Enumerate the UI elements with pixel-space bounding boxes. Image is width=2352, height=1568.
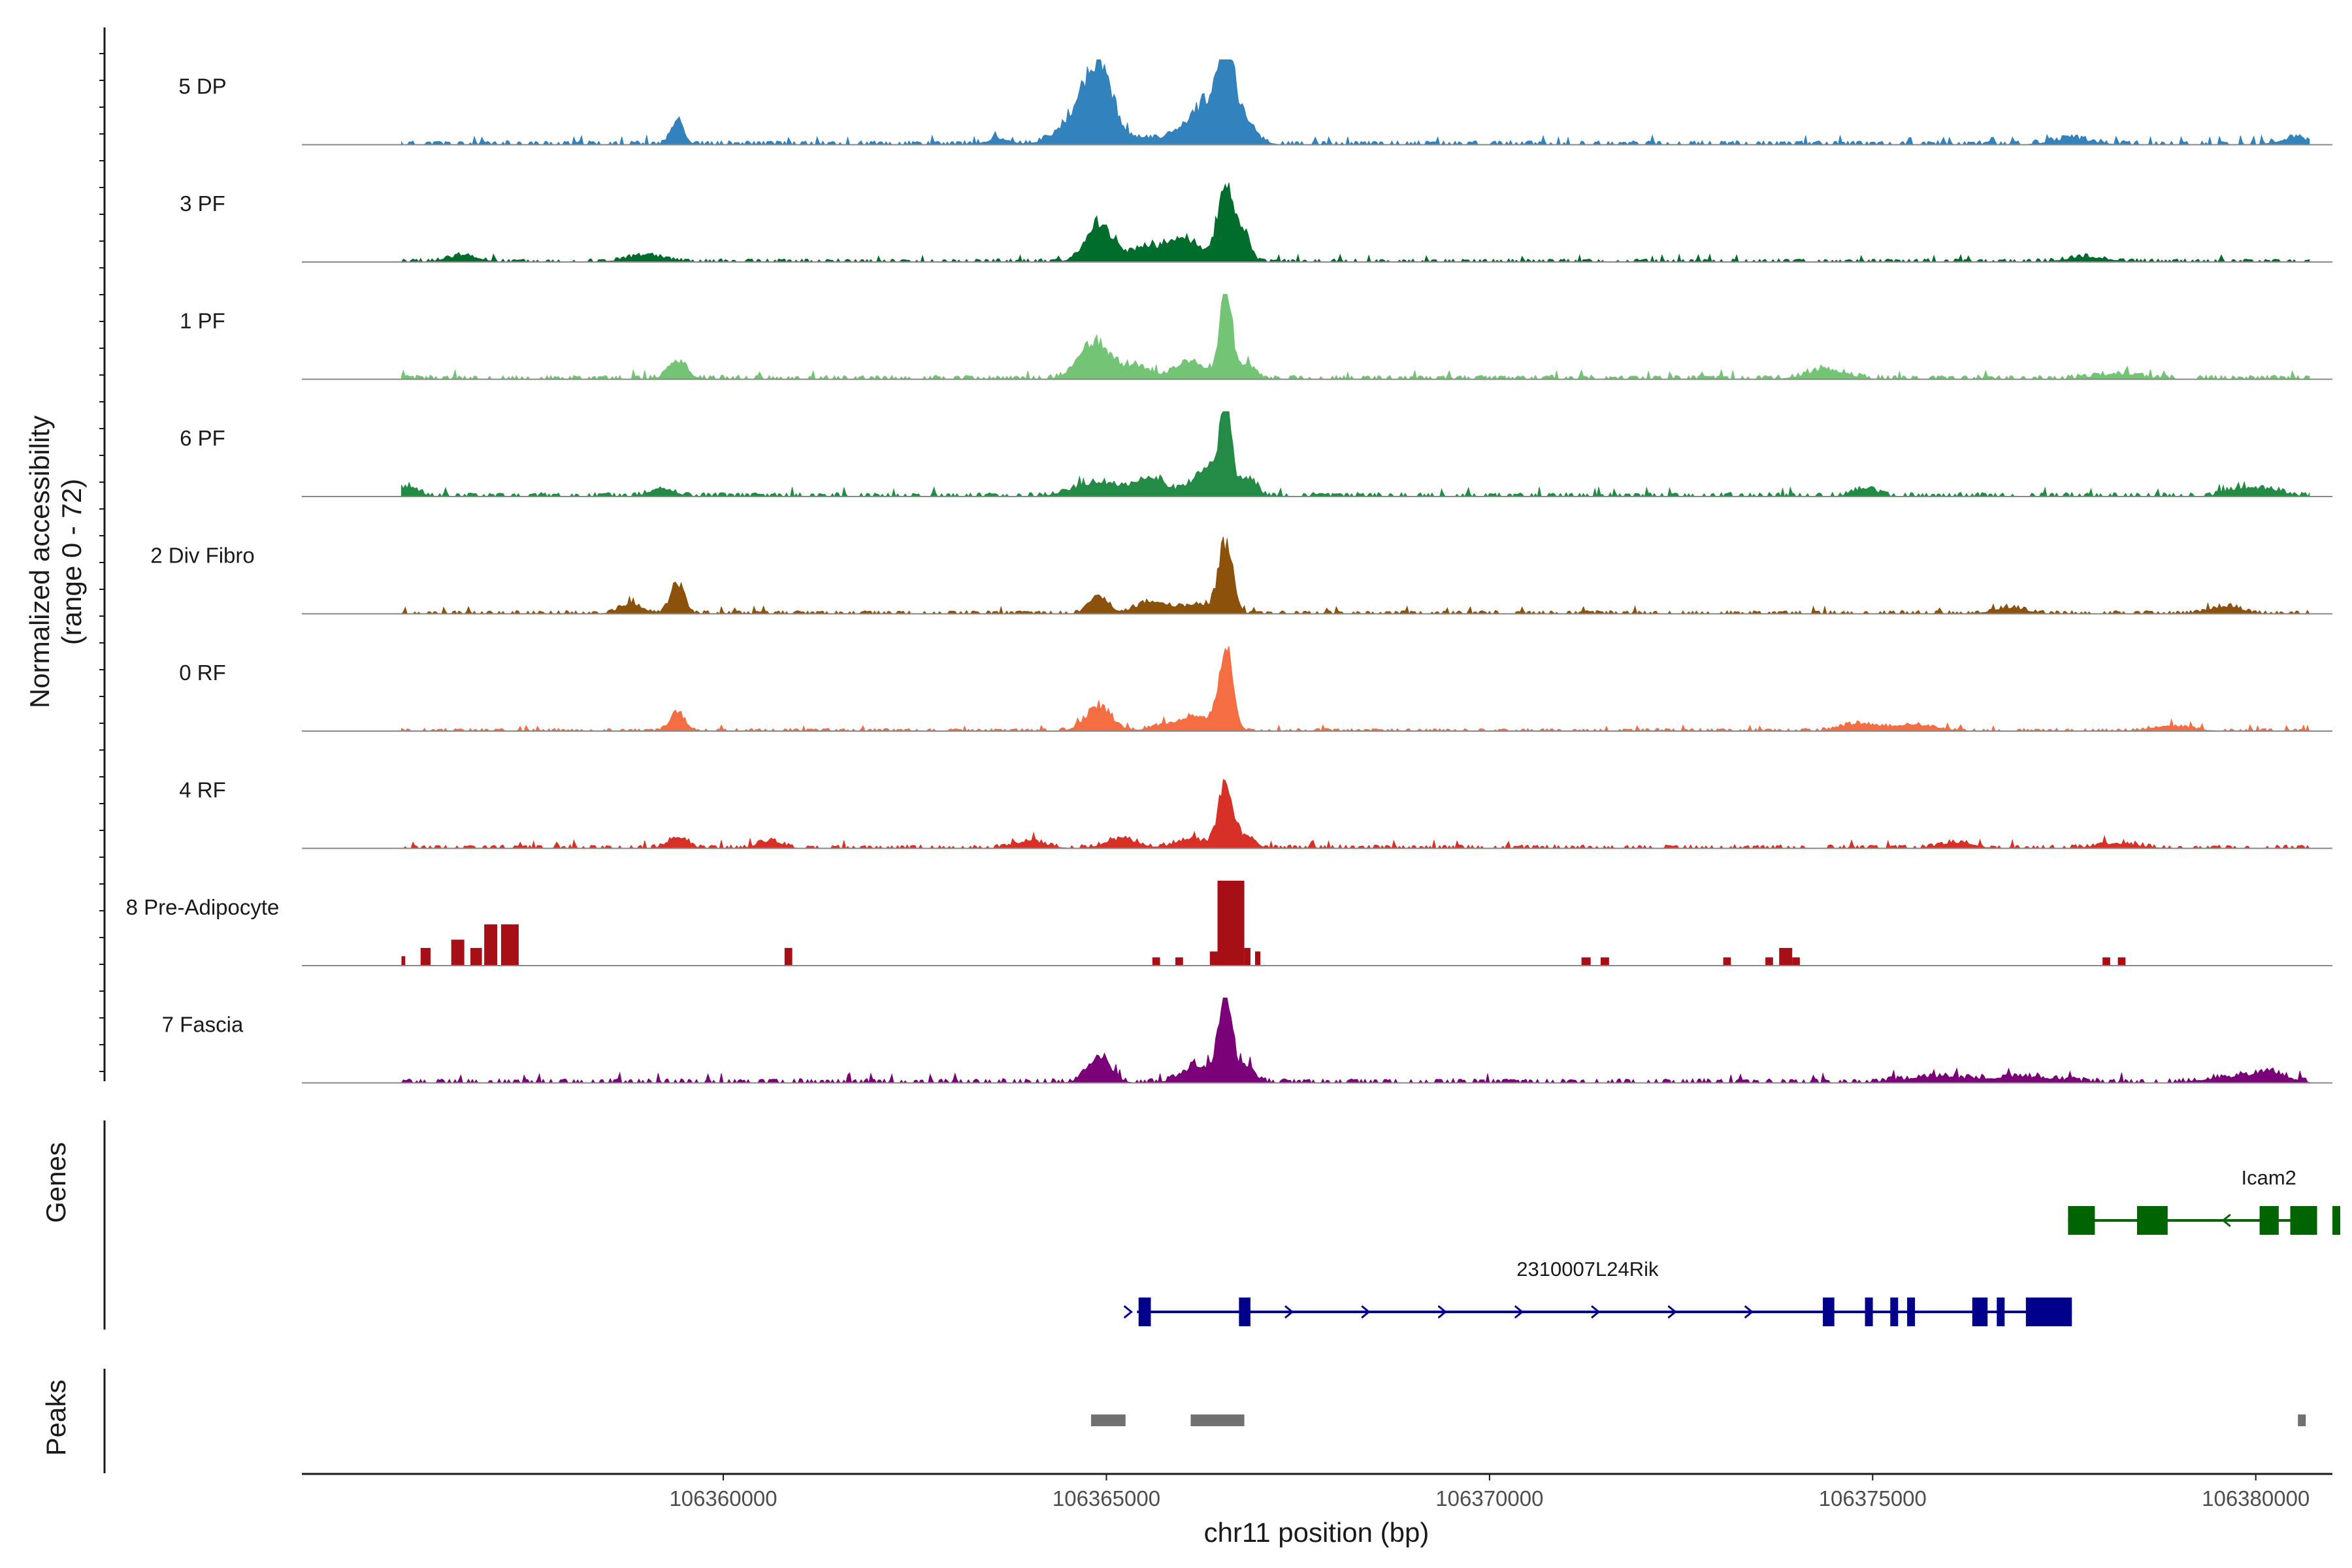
track-label: 3 PF <box>180 191 225 216</box>
coverage-block <box>2102 957 2110 966</box>
gene-exon <box>1907 1298 1916 1326</box>
strand-arrow <box>1744 1305 1754 1319</box>
track-1-pf: 1 PF <box>180 294 2332 381</box>
strand-arrow <box>1591 1305 1601 1319</box>
gene-exon <box>2304 1206 2312 1235</box>
coverage-area <box>401 536 2310 615</box>
coverage-block <box>1779 947 1793 966</box>
track-5-dp: 5 DP <box>178 59 2332 146</box>
track-label: 6 PF <box>180 426 225 450</box>
gene-2310007l24rik: 2310007L24Rik <box>1123 1258 2072 1326</box>
y-axis <box>99 27 106 1473</box>
y-axis-title: Normalized accessibility <box>24 416 55 708</box>
gene-label: 2310007L24Rik <box>1516 1258 1659 1281</box>
strand-arrow <box>1667 1305 1677 1319</box>
coverage-block <box>1723 957 1731 966</box>
gene-exon <box>2332 1206 2340 1235</box>
genes-track: Icam2 2310007L24Rik <box>1123 1166 2340 1326</box>
coverage-block <box>1244 947 1250 966</box>
strand-arrow <box>1361 1305 1371 1319</box>
coverage-block <box>1792 957 1800 966</box>
gene-exon <box>1997 1298 2005 1326</box>
track-3-pf: 3 PF <box>180 182 2332 263</box>
strand-arrow <box>2221 1213 2231 1228</box>
gene-exon <box>1823 1298 1835 1326</box>
coverage-block <box>1765 957 1773 966</box>
coverage-area <box>400 59 2310 146</box>
peak-region <box>2298 1414 2306 1426</box>
coverage-area <box>401 182 2310 263</box>
gene-exon <box>1972 1298 1988 1326</box>
track-label: 7 Fascia <box>162 1013 244 1037</box>
track-0-rf: 0 RF <box>179 645 2332 732</box>
coverage-block <box>1217 881 1245 966</box>
peak-region <box>1190 1414 1245 1426</box>
track-2-div-fibro: 2 Div Fibro <box>150 536 2332 615</box>
track-label: 1 PF <box>180 309 225 333</box>
coverage-block <box>420 947 431 966</box>
coverage-block <box>451 939 465 966</box>
strand-arrow <box>1437 1305 1447 1319</box>
coverage-block <box>401 956 406 966</box>
x-tick-label: 106360000 <box>669 1486 777 1511</box>
x-tick-label: 106365000 <box>1053 1486 1160 1511</box>
x-tick-label: 106375000 <box>1819 1486 1927 1511</box>
coverage-area <box>400 411 2310 498</box>
x-tick-label: 106370000 <box>1435 1486 1543 1511</box>
gene-label: Icam2 <box>2242 1166 2296 1189</box>
track-4-rf: 4 RF <box>179 778 2332 849</box>
coverage-block <box>1255 951 1261 966</box>
peak-region <box>1091 1414 1126 1426</box>
gene-icam2 <box>2304 1206 2312 1235</box>
coverage-area <box>400 294 2310 381</box>
coverage-block <box>1152 957 1160 966</box>
coverage-block <box>1600 957 1609 966</box>
peaks-track <box>1091 1414 2306 1426</box>
track-8-pre-adipocyte: 8 Pre-Adipocyte <box>126 881 2332 966</box>
peaks-track-label: Peaks <box>41 1380 71 1456</box>
y-axis-range: (range 0 - 72) <box>56 479 87 645</box>
gene-exon <box>2025 1298 2072 1326</box>
coverage-area <box>400 645 2310 732</box>
genes-track-label: Genes <box>41 1142 71 1223</box>
coverage-block <box>2117 957 2126 966</box>
coverage-block <box>1175 957 1183 966</box>
strand-arrow <box>1514 1305 1524 1319</box>
gene-icam2: Icam2 <box>2068 1166 2340 1235</box>
coverage-area <box>401 779 2310 849</box>
coverage-block <box>470 947 482 966</box>
gene-exon <box>2068 1206 2095 1235</box>
coverage-block <box>500 924 519 966</box>
gene-exon <box>1138 1298 1151 1326</box>
track-label: 5 DP <box>178 74 226 99</box>
gene-exon <box>2259 1206 2279 1235</box>
coverage-block <box>484 924 498 966</box>
coverage-tracks: 5 DP 3 PF 1 PF 6 PF 2 Div Fibro 0 RF 4 RF 8 Pre… <box>126 59 2332 1085</box>
track-label: 2 Div Fibro <box>150 544 255 568</box>
track-6-pf: 6 PF <box>180 411 2332 498</box>
gene-exon <box>1890 1298 1899 1326</box>
x-tick-label: 106380000 <box>2202 1486 2310 1511</box>
coverage-block <box>784 947 792 966</box>
track-label: 0 RF <box>179 661 226 685</box>
track-label: 8 Pre-Adipocyte <box>126 895 280 919</box>
gene-exon <box>2136 1206 2168 1235</box>
gene-exon <box>1865 1298 1873 1326</box>
strand-arrow <box>1123 1305 1134 1319</box>
gene-exon <box>2290 1206 2317 1235</box>
coverage-block <box>1209 951 1218 966</box>
strand-arrow <box>1284 1305 1294 1319</box>
track-7-fascia: 7 Fascia <box>162 998 2332 1085</box>
coverage-block <box>1581 957 1591 966</box>
gene-exon <box>1239 1298 1250 1326</box>
x-axis: 106360000 106365000 106370000 106375000 1063… <box>302 1473 2332 1511</box>
x-axis-title: chr11 position (bp) <box>1204 1517 1429 1548</box>
track-label: 4 RF <box>179 778 226 802</box>
coverage-area <box>401 998 2310 1085</box>
